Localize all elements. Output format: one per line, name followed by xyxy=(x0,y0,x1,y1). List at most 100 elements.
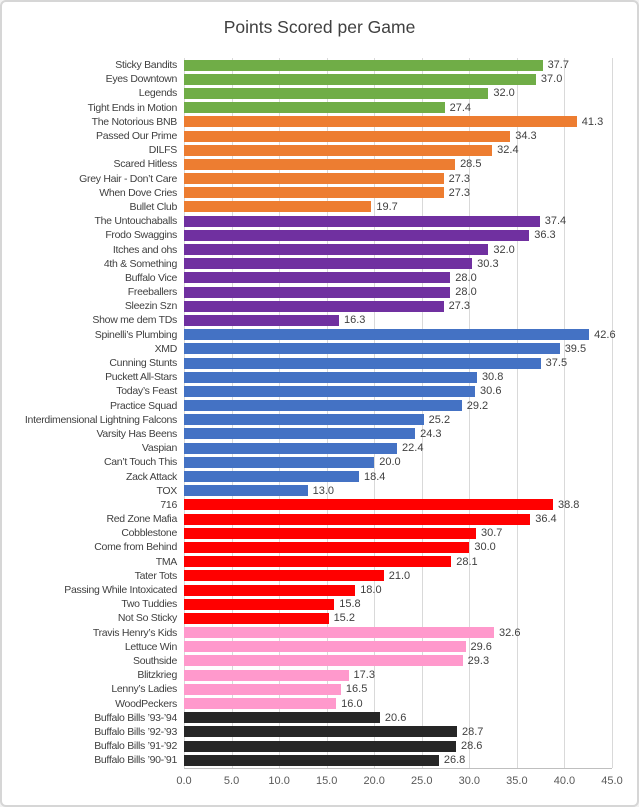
value-label: 24.3 xyxy=(420,427,442,440)
category-label: WoodPeckers xyxy=(115,697,177,710)
bar xyxy=(184,754,439,766)
value-label: 32.0 xyxy=(493,87,515,100)
bar xyxy=(184,385,476,397)
bar xyxy=(184,499,554,511)
bar xyxy=(184,343,560,355)
bar-track: 29.2 xyxy=(184,399,612,413)
gridline xyxy=(516,58,518,768)
gridline xyxy=(469,58,471,768)
bar-row: DILFS 32.4 xyxy=(2,143,637,157)
bar xyxy=(184,669,349,681)
value-label: 37.5 xyxy=(545,357,568,370)
bar-track: 16.0 xyxy=(184,696,612,710)
category-label: Legends xyxy=(138,87,178,100)
bar xyxy=(184,740,457,752)
bar-track: 18.4 xyxy=(184,469,612,483)
bar xyxy=(184,144,493,156)
bar-track: 27.3 xyxy=(184,172,612,186)
bar-track: 37.4 xyxy=(184,214,612,228)
bar-row: Blitzkrieg 17.3 xyxy=(2,668,637,682)
bar xyxy=(184,712,380,724)
bar-row: Tater Tots 21.0 xyxy=(2,569,637,583)
bar-track: 17.3 xyxy=(184,668,612,682)
bar-row: Cunning Stunts 37.5 xyxy=(2,356,637,370)
value-label: 20.0 xyxy=(379,456,401,469)
bar xyxy=(184,116,577,128)
value-label: 32.4 xyxy=(497,144,519,157)
category-label: Puckett All-Stars xyxy=(105,371,177,384)
value-label: 28.1 xyxy=(456,555,478,568)
bar-row: Buffalo Bills ’90-’91 26.8 xyxy=(2,753,637,767)
bar-track: 30.3 xyxy=(184,257,612,271)
bar-track: 28.6 xyxy=(184,739,612,753)
bar-row: Sticky Bandits 37.7 xyxy=(2,58,637,72)
category-label: Lenny’s Ladies xyxy=(111,683,177,696)
bar-row: Come from Behind 30.0 xyxy=(2,540,637,554)
category-label: Two Tuddies xyxy=(121,598,177,611)
bar-track: 34.3 xyxy=(184,129,612,143)
value-label: 25.2 xyxy=(428,413,451,426)
bar-track: 38.8 xyxy=(184,498,612,512)
bar xyxy=(184,130,511,142)
bar-row: Lenny’s Ladies 16.5 xyxy=(2,682,637,696)
bar-row: The Untouchaballs 37.4 xyxy=(2,214,637,228)
bar-row: Cobblestone 30.7 xyxy=(2,526,637,540)
bar-track: 28.0 xyxy=(184,271,612,285)
bar-track: 26.8 xyxy=(184,753,612,767)
bar xyxy=(184,357,541,369)
value-label: 36.4 xyxy=(535,513,557,526)
bar-row: Can’t Touch This 20.0 xyxy=(2,455,637,469)
bar xyxy=(184,286,451,298)
category-label: Buffalo Bills ’91-’92 xyxy=(94,740,177,753)
bar xyxy=(184,471,359,483)
category-label: Can’t Touch This xyxy=(103,456,177,469)
bar-row: Travis Henry’s Kids 32.6 xyxy=(2,626,637,640)
category-label: 716 xyxy=(160,498,177,511)
bar xyxy=(184,201,372,213)
bar xyxy=(184,442,398,454)
category-label: Bullet Club xyxy=(129,200,178,213)
bar-track: 25.2 xyxy=(184,413,612,427)
bar-track: 28.5 xyxy=(184,157,612,171)
value-label: 37.4 xyxy=(544,215,567,228)
category-label: Cunning Stunts xyxy=(109,357,177,370)
bar xyxy=(184,513,531,525)
category-label: Buffalo Bills ’92-’93 xyxy=(94,725,177,738)
bar-track: 28.0 xyxy=(184,285,612,299)
value-label: 27.3 xyxy=(448,300,471,313)
gridline xyxy=(184,58,185,768)
value-label: 20.6 xyxy=(384,711,407,724)
value-label: 29.3 xyxy=(467,654,490,667)
x-tick-label: 30.0 xyxy=(458,775,481,787)
category-label: The Notorious BNB xyxy=(91,115,178,128)
category-label: Freeballers xyxy=(127,286,178,299)
gridline xyxy=(374,58,376,768)
bar-row: Grey Hair - Don’t Care 27.3 xyxy=(2,172,637,186)
value-label: 32.6 xyxy=(499,626,521,639)
bar-row: Freeballers 28.0 xyxy=(2,285,637,299)
bar-row: Passed Our Prime 34.3 xyxy=(2,129,637,143)
category-label: Come from Behind xyxy=(94,541,177,554)
value-label: 30.6 xyxy=(480,385,502,398)
value-label: 30.8 xyxy=(481,371,504,384)
bar-track: 28.1 xyxy=(184,555,612,569)
bar xyxy=(184,73,536,85)
bar-row: Southside 29.3 xyxy=(2,654,637,668)
bar xyxy=(184,314,340,326)
category-label: Frodo Swaggins xyxy=(105,229,177,242)
bar-row: WoodPeckers 16.0 xyxy=(2,696,637,710)
category-label: Spinelli’s Plumbing xyxy=(94,328,178,341)
bar xyxy=(184,87,489,99)
bar xyxy=(184,598,335,610)
value-label: 26.8 xyxy=(443,754,466,767)
bar xyxy=(184,655,463,667)
bar xyxy=(184,158,456,170)
bar-track: 42.6 xyxy=(184,328,616,342)
gridlines xyxy=(184,58,613,769)
bar xyxy=(184,627,495,639)
bar-track: 32.0 xyxy=(184,242,612,256)
bar-row: 4th & Something 30.3 xyxy=(2,257,637,271)
bar xyxy=(184,300,444,312)
category-label: Travis Henry’s Kids xyxy=(92,626,177,639)
bar-track: 30.8 xyxy=(184,370,612,384)
